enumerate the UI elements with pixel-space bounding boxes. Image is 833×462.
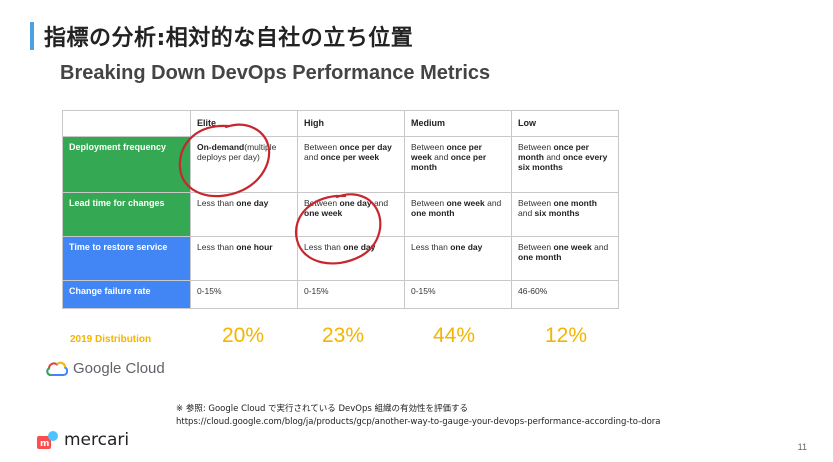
distribution-value-low: 12%	[545, 324, 588, 347]
table-cell: Less than one day	[190, 192, 298, 237]
footnote-reference: ※ 参照: Google Cloud で実行されている DevOps 組織の有効…	[176, 404, 469, 414]
cell-text-bold: one month	[553, 198, 597, 208]
header-cell-empty	[62, 110, 191, 137]
distribution-value-high: 23%	[322, 324, 365, 347]
table-cell: Between once per day and once per week	[297, 136, 405, 193]
cell-text-bold: one day	[343, 242, 376, 252]
table-cell: 46-60%	[511, 280, 619, 309]
cell-text: Less than	[197, 198, 237, 208]
panel-title: Breaking Down DevOps Performance Metrics	[60, 62, 491, 84]
svg-text:m: m	[40, 439, 49, 449]
table-cell: 0-15%	[297, 280, 405, 309]
metrics-panel: Breaking Down DevOps Performance Metrics…	[40, 58, 625, 388]
cell-text: Between	[518, 242, 554, 252]
cell-text-bold: one month	[411, 208, 455, 218]
cell-text: Less than	[411, 242, 451, 252]
metrics-table: Elite High Medium Low Deployment frequen…	[62, 110, 619, 309]
cell-text-bold: one month	[518, 252, 562, 262]
table-cell: Between once per month and once every si…	[511, 136, 619, 193]
cell-text: and	[518, 208, 535, 218]
distribution-value-elite: 20%	[222, 324, 265, 347]
cell-text: and	[484, 198, 502, 208]
cell-text-bold: one week	[446, 198, 485, 208]
cell-text-bold: once per month	[518, 142, 589, 162]
cell-text: 0-15%	[304, 286, 329, 296]
cell-text: Between	[518, 198, 554, 208]
cell-text-bold: one week	[304, 208, 343, 218]
cell-text-bold: one hour	[236, 242, 273, 252]
cell-text: Between	[411, 198, 447, 208]
google-cloud-text: Google Cloud	[73, 360, 165, 377]
cell-text: Between	[304, 198, 340, 208]
title-accent-bar	[30, 22, 34, 50]
cell-text-bold: one day	[236, 198, 269, 208]
table-row: Lead time for changes Less than one day …	[62, 192, 619, 237]
cell-text: and	[543, 152, 563, 162]
cell-text: 46-60%	[518, 286, 548, 296]
cell-text: 0-15%	[411, 286, 436, 296]
cell-text: Less than	[304, 242, 344, 252]
mercari-logo: m mercari	[36, 430, 129, 450]
row-label-lead-time: Lead time for changes	[62, 192, 191, 237]
row-label-time-to-restore: Time to restore service	[62, 236, 191, 281]
header-cell-elite: Elite	[190, 110, 298, 137]
cell-text-bold: one day	[450, 242, 483, 252]
header-cell-high: High	[297, 110, 405, 137]
table-cell: Less than one day	[297, 236, 405, 281]
footnote: ※ 参照: Google Cloud で実行されている DevOps 組織の有効…	[176, 403, 660, 429]
table-cell: 0-15%	[190, 280, 298, 309]
cell-text-bold: once every six months	[518, 152, 608, 172]
cell-text: and	[371, 198, 389, 208]
table-row: Time to restore service Less than one ho…	[62, 236, 619, 281]
slide-title: 指標の分析:相対的な自社の立ち位置	[30, 20, 413, 52]
table-cell: Between once per week and once per month	[404, 136, 512, 193]
row-label-change-failure-rate: Change failure rate	[62, 280, 191, 309]
cell-text-bold: once per week	[411, 142, 482, 162]
footnote-url[interactable]: https://cloud.google.com/blog/ja/product…	[176, 417, 661, 427]
table-header-row: Elite High Medium Low	[62, 110, 619, 137]
cell-text: Between	[411, 142, 447, 152]
table-cell: Between one day and one week	[297, 192, 405, 237]
cell-text-bold: once per week	[320, 152, 380, 162]
google-cloud-icon	[46, 361, 68, 376]
table-cell: Less than one hour	[190, 236, 298, 281]
distribution-value-medium: 44%	[433, 324, 476, 347]
table-cell: Less than one day	[404, 236, 512, 281]
distribution-label: 2019 Distribution	[70, 334, 152, 345]
cell-text-bold: On-demand	[197, 142, 245, 152]
cell-text: and	[431, 152, 451, 162]
cell-text: and	[304, 152, 321, 162]
header-cell-low: Low	[511, 110, 619, 137]
page-number: 11	[797, 442, 807, 452]
cell-text: 0-15%	[197, 286, 222, 296]
cell-text: Between	[518, 142, 554, 152]
row-label-deployment-frequency: Deployment frequency	[62, 136, 191, 193]
table-cell: On-demand(multiple deploys per day)	[190, 136, 298, 193]
google-cloud-logo: Google Cloud	[46, 360, 165, 377]
cell-text: Less than	[197, 242, 237, 252]
cell-text-bold: one week	[553, 242, 592, 252]
table-row: Deployment frequency On-demand(multiple …	[62, 136, 619, 193]
table-cell: Between one week and one month	[511, 236, 619, 281]
cell-text-bold: once per day	[339, 142, 392, 152]
cell-text: and	[591, 242, 609, 252]
cell-text: Between	[304, 142, 340, 152]
cell-text-bold: six months	[534, 208, 580, 218]
table-cell: Between one week and one month	[404, 192, 512, 237]
mercari-text: mercari	[64, 430, 130, 450]
table-cell: 0-15%	[404, 280, 512, 309]
table-row: Change failure rate 0-15% 0-15% 0-15% 46…	[62, 280, 619, 309]
cell-text-bold: one day	[339, 198, 372, 208]
header-cell-medium: Medium	[404, 110, 512, 137]
slide-title-text: 指標の分析:相対的な自社の立ち位置	[44, 26, 414, 51]
cell-text-bold: once per month	[411, 152, 487, 172]
mercari-icon: m	[37, 431, 58, 449]
table-cell: Between one month and six months	[511, 192, 619, 237]
